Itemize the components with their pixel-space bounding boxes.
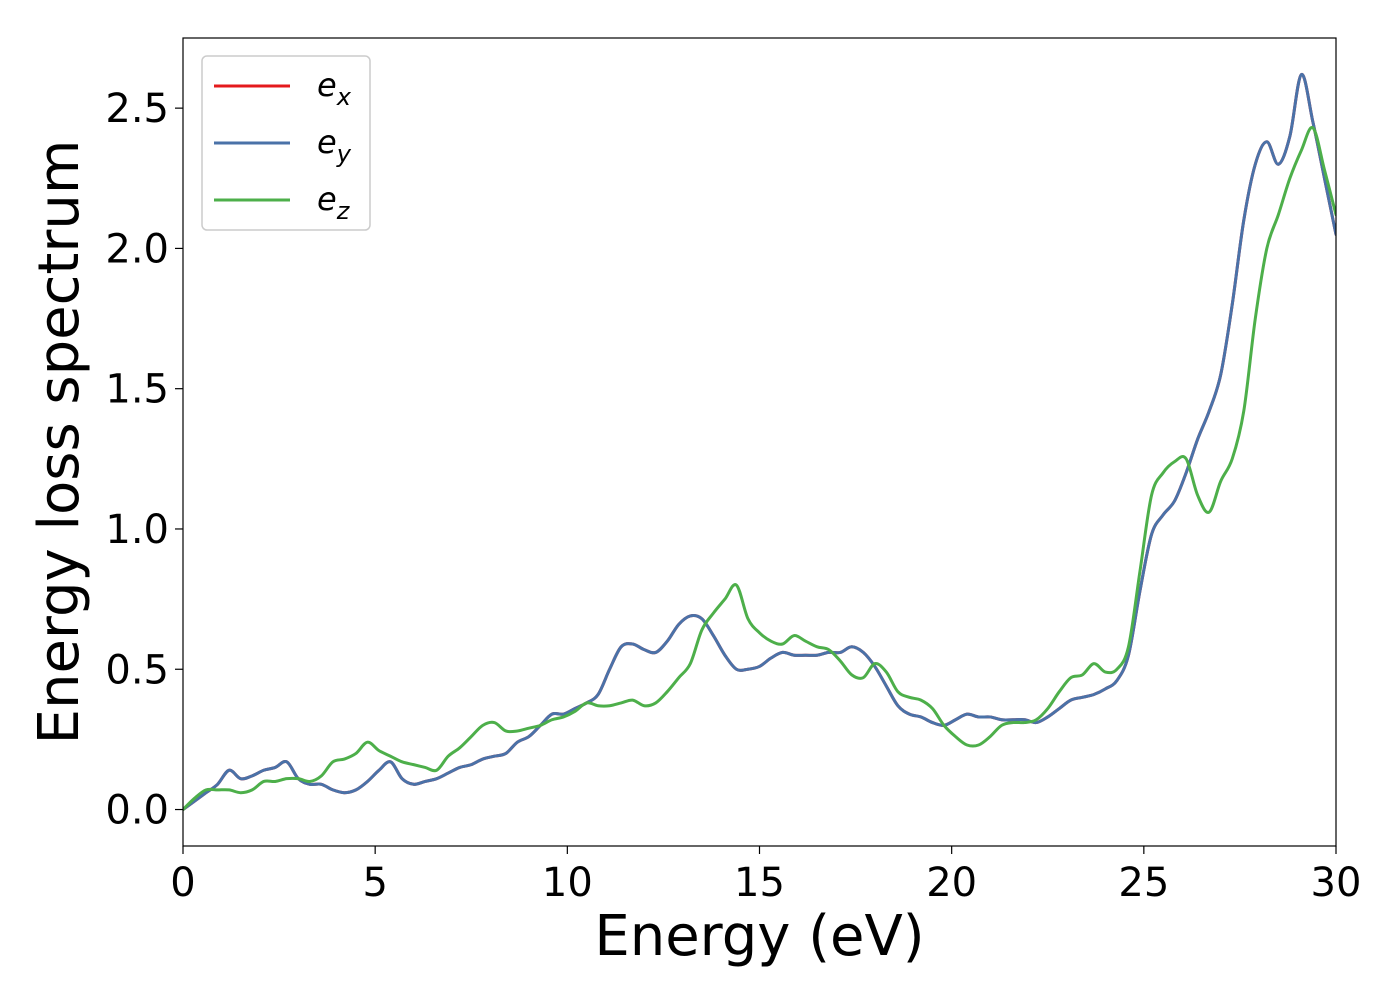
plot-area	[183, 72, 1336, 812]
y-tick-label: 1.5	[105, 367, 169, 413]
legend-label-x: ex	[317, 66, 352, 111]
y-tick-label: 0.5	[105, 647, 169, 693]
legend-label-y: ey	[317, 123, 352, 168]
series-line-y	[183, 72, 1336, 812]
x-tick-label: 0	[170, 860, 195, 906]
legend-label-subscript: y	[336, 140, 352, 168]
legend-label-base: e	[317, 66, 337, 104]
x-tick-label: 5	[362, 860, 387, 906]
y-tick-label: 0.0	[105, 788, 169, 834]
legend-label-subscript: z	[336, 197, 351, 225]
x-tick-label: 20	[926, 860, 977, 906]
legend-label-subscript: x	[336, 83, 352, 111]
x-tick-label: 15	[734, 860, 785, 906]
y-tick-label: 1.0	[105, 507, 169, 553]
legend-label-z: ez	[317, 180, 351, 225]
y-tick-label: 2.0	[105, 226, 169, 272]
y-axis-title: Energy loss spectrum	[27, 140, 92, 745]
x-tick-label: 30	[1311, 860, 1362, 906]
legend-label-base: e	[317, 123, 337, 161]
x-tick-label: 10	[542, 860, 593, 906]
y-tick-label: 2.5	[105, 86, 169, 132]
x-tick-label: 25	[1118, 860, 1169, 906]
series-line-z	[183, 125, 1336, 812]
x-axis-title: Energy (eV)	[594, 904, 924, 969]
axes: 0 5 10 15 20 25 30 0.0 0.5 1.0 1.5 2.0 2.5 Energy (eV…	[27, 37, 1362, 969]
legend-label-base: e	[317, 180, 337, 218]
